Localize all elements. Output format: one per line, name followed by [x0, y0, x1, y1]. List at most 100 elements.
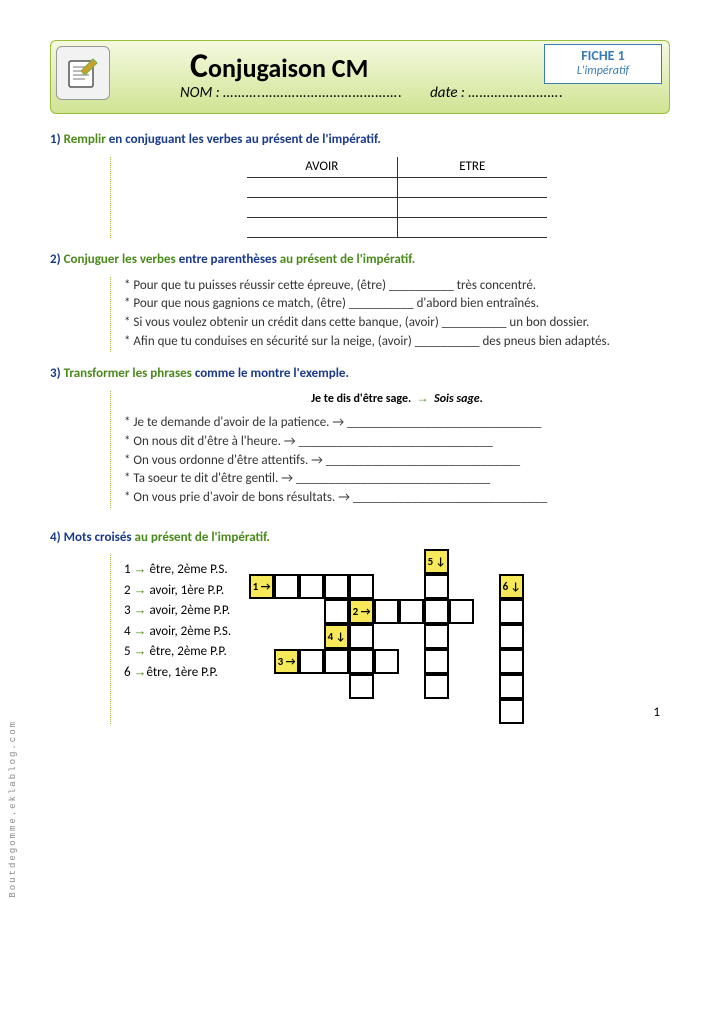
crossword-cell[interactable]	[349, 574, 374, 599]
crossword-cell[interactable]	[499, 649, 524, 674]
ex1-green: Remplir	[64, 132, 106, 147]
name-date-line: NOM : ……….………………………………. date : …………………….	[180, 84, 564, 102]
ex2-green2: au présent de l'impératif.	[280, 252, 415, 267]
ex4-clue: 4 → avoir, 2ème P.S.	[124, 621, 231, 642]
arrow-right-icon: →	[134, 561, 147, 576]
ex1-cell[interactable]	[247, 217, 397, 237]
ex2-num: 2)	[50, 252, 61, 267]
crossword-cell[interactable]	[349, 624, 374, 649]
ex1-cell[interactable]	[397, 217, 547, 237]
ex3-line: * On vous ordonne d'être attentifs. → __…	[124, 452, 670, 471]
date-dots: …………………….	[468, 84, 564, 102]
date-label: date :	[430, 84, 465, 102]
ex2-green: Conjuguer les verbes	[64, 252, 176, 267]
crossword-cell[interactable]	[324, 574, 349, 599]
crossword-label-3: 3 →	[274, 649, 299, 674]
ex1-col2: ETRE	[397, 157, 547, 177]
ex1-instruction: 1) Remplir en conjuguant les verbes au p…	[50, 132, 670, 147]
crossword-cell[interactable]	[424, 649, 449, 674]
crossword-cell[interactable]	[499, 674, 524, 699]
ex4-instruction: 4) Mots croisés au présent de l'impérati…	[50, 530, 670, 545]
crossword-label-5: 5 ↓	[424, 549, 449, 574]
crossword-label-4: 4 ↓	[324, 624, 349, 649]
ex3-instruction: 3) Transformer les phrases comme le mont…	[50, 366, 670, 381]
crossword-cell[interactable]	[374, 599, 399, 624]
title-first-letter: C	[190, 46, 208, 87]
ex3-line: * Je te demande d'avoir de la patience. …	[124, 414, 670, 433]
ex3-example-right: Sois sage.	[434, 392, 483, 406]
ex4-clue: 2 → avoir, 1ère P.P.	[124, 580, 231, 601]
ex2-lines: * Pour que tu puisses réussir cette épre…	[124, 277, 670, 352]
crossword-cell[interactable]	[424, 674, 449, 699]
ex1-num: 1)	[50, 132, 61, 147]
ex3-example-left: Je te dis d'être sage.	[311, 392, 411, 406]
ex3-lines: * Je te demande d'avoir de la patience. …	[124, 414, 670, 508]
crossword-cell[interactable]	[424, 624, 449, 649]
page-title: Conjugaison CM	[190, 46, 368, 87]
ex3-example: Je te dis d'être sage. → Sois sage.	[124, 391, 670, 406]
nom-label: NOM :	[180, 84, 220, 102]
fiche-box: FICHE 1 L'impératif	[544, 44, 662, 84]
ex1-cell[interactable]	[397, 197, 547, 217]
ex3-green: Transformer les phrases	[64, 366, 192, 381]
ex2-block: * Pour que tu puisses réussir cette épre…	[70, 277, 670, 352]
arrow-right-icon: →	[134, 602, 147, 617]
ex4-clue: 3 → avoir, 2ème P.P.	[124, 600, 231, 621]
page-number: 1	[653, 705, 660, 720]
ex1-cell[interactable]	[397, 177, 547, 197]
ex2-line: * Pour que tu puisses réussir cette épre…	[124, 277, 670, 296]
crossword-cell[interactable]	[274, 574, 299, 599]
crossword-cell[interactable]	[424, 574, 449, 599]
ex3-rest: comme le montre l'exemple.	[192, 366, 349, 381]
crossword-cell[interactable]	[424, 599, 449, 624]
ex3-line: * On vous prie d'avoir de bons résultats…	[124, 489, 670, 508]
ex4-clue: 1 → être, 2ème P.S.	[124, 559, 231, 580]
crossword-cell[interactable]	[299, 649, 324, 674]
ex1-col1: AVOIR	[247, 157, 397, 177]
crossword-grid: 5 ↓ 1 → 6 ↓	[249, 549, 549, 724]
crossword-cell[interactable]	[349, 674, 374, 699]
crossword-cell[interactable]	[374, 649, 399, 674]
arrow-right-icon: →	[134, 623, 147, 638]
ex4-block: 1 → être, 2ème P.S.2 → avoir, 1ère P.P.3…	[70, 555, 670, 724]
ex2-instruction: 2) Conjuguer les verbes entre parenthèse…	[50, 252, 670, 267]
arrow-right-icon: →	[134, 664, 147, 679]
ex4-clues: 1 → être, 2ème P.S.2 → avoir, 1ère P.P.3…	[124, 555, 231, 682]
ex3-block: Je te dis d'être sage. → Sois sage. * Je…	[70, 391, 670, 508]
ex3-num: 3)	[50, 366, 61, 381]
ex1-table: AVOIRETRE	[247, 157, 547, 238]
crossword-cell[interactable]	[399, 599, 424, 624]
ex1-rest: en conjuguant les verbes au présent de l…	[106, 132, 381, 147]
ex1-block: AVOIRETRE	[70, 157, 670, 238]
crossword-label-1: 1 →	[249, 574, 274, 599]
ex2-line: * Pour que nous gagnions ce match, (être…	[124, 295, 670, 314]
crossword-cell[interactable]	[499, 699, 524, 724]
crossword-cell[interactable]	[499, 599, 524, 624]
nom-dots: ……….……………………………….	[223, 84, 403, 102]
title-rest: onjugaison CM	[208, 52, 368, 84]
worksheet-icon	[56, 46, 110, 100]
ex4-clue: 6 →être, 1ère P.P.	[124, 662, 231, 683]
header-band: FICHE 1 L'impératif Conjugaison CM NOM :…	[50, 40, 670, 114]
crossword-cell[interactable]	[349, 649, 374, 674]
arrow-right-icon: →	[417, 391, 429, 405]
arrow-right-icon: →	[134, 582, 147, 597]
crossword-cell[interactable]	[499, 624, 524, 649]
crossword-cell[interactable]	[449, 599, 474, 624]
arrow-right-icon: →	[134, 643, 147, 658]
ex1-cell[interactable]	[247, 197, 397, 217]
ex4-green: au présent de l'impératif.	[135, 530, 270, 545]
crossword-cell[interactable]	[324, 599, 349, 624]
ex4-num: 4)	[50, 530, 61, 545]
crossword-cell[interactable]	[324, 649, 349, 674]
ex4-black: Mots croisés	[64, 530, 135, 545]
crossword-cell[interactable]	[299, 574, 324, 599]
ex2-line: * Si vous voulez obtenir un crédit dans …	[124, 314, 670, 333]
ex1-cell[interactable]	[247, 177, 397, 197]
watermark: Boutdegomme.eklablog.com	[8, 720, 18, 898]
crossword-label-2: 2 →	[349, 599, 374, 624]
ex3-line: * Ta soeur te dit d'être gentil. → _____…	[124, 470, 670, 489]
ex2-mid: entre parenthèses	[176, 252, 280, 267]
ex3-line: * On nous dit d'être à l'heure. → ______…	[124, 433, 670, 452]
ex2-line: * Afin que tu conduises en sécurité sur …	[124, 333, 670, 352]
